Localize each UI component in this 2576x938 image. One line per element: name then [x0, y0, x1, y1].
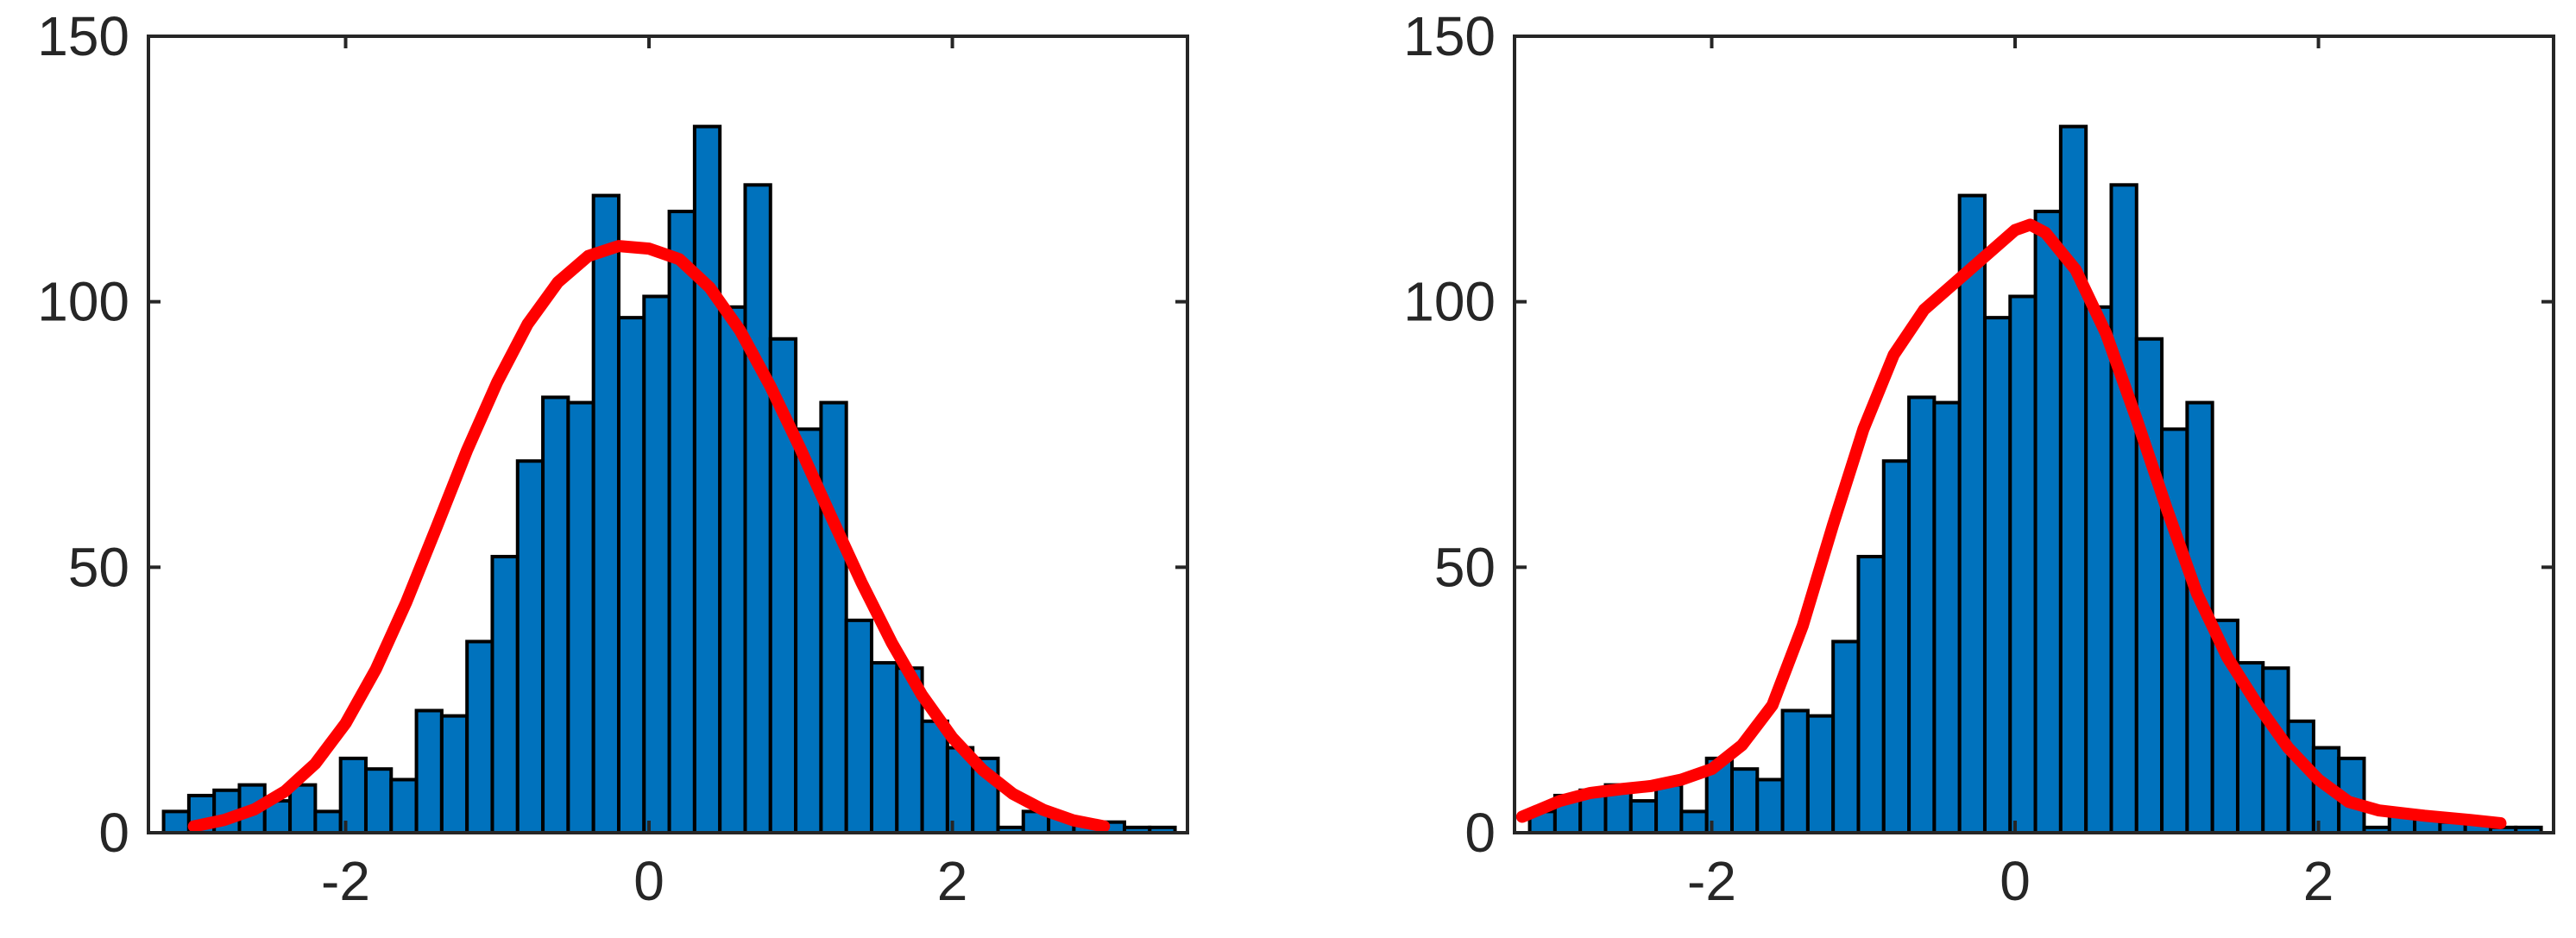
histogram-bar: [313, 809, 343, 834]
histogram-bar: [819, 400, 848, 834]
histogram-bar: [844, 618, 873, 834]
y-tick-label: 100: [37, 271, 129, 333]
histogram-bar: [288, 783, 318, 834]
histogram-bar: [2058, 124, 2088, 834]
histogram-bar: [1628, 799, 1659, 835]
y-tick-label: 150: [1403, 5, 1496, 67]
histogram-bar: [161, 809, 191, 834]
y-tick-label: 50: [1434, 536, 1496, 598]
histogram-bar: [1780, 708, 1810, 834]
histogram-bar: [1654, 783, 1684, 834]
left-histogram-panel: 0 50 100 150 -2 0 2: [37, 5, 1189, 912]
histogram-bar: [1679, 809, 1709, 834]
x-tick-label: 0: [2000, 850, 2031, 912]
histogram-bar: [439, 714, 469, 834]
histogram-bar: [2084, 305, 2113, 834]
histogram-bar: [869, 661, 899, 834]
x-tick-label: 0: [633, 850, 664, 912]
histogram-bar: [1729, 767, 1760, 834]
x-tick-label: 2: [937, 850, 968, 912]
histogram-bar: [591, 193, 620, 835]
histogram-bar: [515, 459, 545, 834]
histogram-bar: [1932, 400, 1962, 834]
histogram-bar: [465, 639, 494, 834]
histogram-bar: [566, 400, 595, 834]
histogram-bar: [1982, 316, 2012, 835]
histogram-bar: [541, 395, 570, 834]
histogram-bar: [642, 294, 671, 835]
y-tick-label: 100: [1403, 271, 1496, 333]
histogram-bar: [743, 183, 772, 834]
right-histogram-panel: 0 50 100 150 -2 0 2: [1403, 5, 2555, 912]
y-tick-label: 0: [1464, 802, 1496, 864]
histogram-bar: [920, 719, 949, 835]
histogram-bar: [1856, 555, 1886, 834]
histogram-bar: [363, 767, 394, 834]
histogram-bar: [389, 777, 419, 835]
histogram-bar: [2033, 210, 2063, 834]
histogram-bar: [2008, 294, 2037, 835]
y-tick-label: 0: [98, 802, 129, 864]
histogram-bar: [616, 316, 646, 835]
y-tick-label: 150: [37, 5, 129, 67]
fitted-curve: [1515, 218, 2507, 829]
histogram-bar: [1957, 193, 1987, 835]
histogram-bar: [1755, 777, 1785, 835]
histogram-bar: [1881, 459, 1912, 834]
histogram-bar: [414, 708, 444, 834]
x-tick-label: -2: [321, 850, 370, 912]
histogram-bar: [490, 555, 520, 834]
histogram-bar: [1831, 639, 1861, 834]
histogram-bar: [2109, 183, 2138, 834]
x-tick-label: 2: [2303, 850, 2334, 912]
axes-box: [147, 35, 1189, 834]
fitted-curve: [187, 240, 1111, 833]
histogram-bar: [1907, 395, 1937, 834]
histogram-bar: [718, 305, 747, 834]
histogram-bar: [1805, 714, 1836, 834]
axes-box: [1513, 35, 2555, 834]
histogram-bar: [692, 124, 722, 834]
y-tick-label: 50: [68, 536, 129, 598]
x-tick-label: -2: [1687, 850, 1736, 912]
histogram-bar: [667, 210, 696, 834]
